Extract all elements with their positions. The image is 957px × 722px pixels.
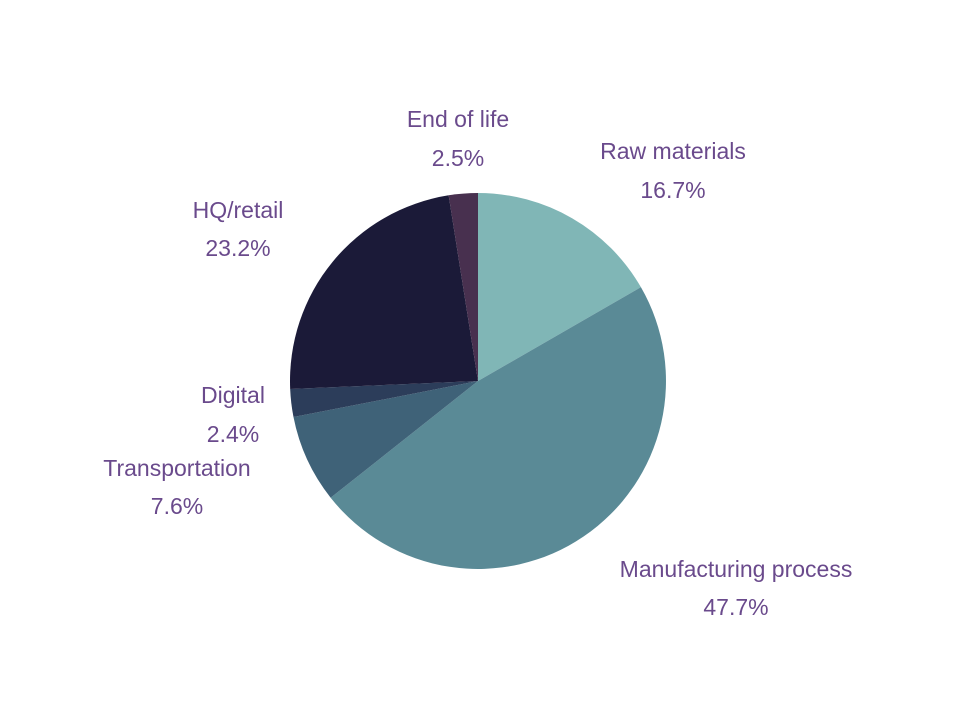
slice-value-raw-materials: 16.7% [640, 177, 705, 203]
slice-value-end-of-life: 2.5% [432, 145, 484, 171]
pie-slice-manufacturing-process [330, 287, 666, 569]
slice-value-digital: 2.4% [207, 421, 259, 447]
slice-value-manufacturing-process: 47.7% [703, 594, 768, 620]
pie-slice-raw-materials [478, 193, 641, 381]
slice-value-hq-retail: 23.2% [205, 235, 270, 261]
pie-slice-end-of-life [448, 193, 478, 381]
slice-name-transportation: Transportation [103, 455, 250, 481]
slice-name-end-of-life: End of life [407, 106, 509, 132]
slice-name-raw-materials: Raw materials [600, 138, 746, 164]
slice-name-manufacturing-process: Manufacturing process [620, 556, 853, 582]
pie-slices [290, 193, 666, 569]
pie-slice-hq-retail [290, 195, 478, 389]
slice-name-hq-retail: HQ/retail [193, 197, 284, 223]
slice-value-transportation: 7.6% [151, 493, 203, 519]
pie-slice-digital [290, 381, 478, 418]
slice-name-digital: Digital [201, 382, 265, 408]
pie-slice-transportation [293, 381, 478, 498]
